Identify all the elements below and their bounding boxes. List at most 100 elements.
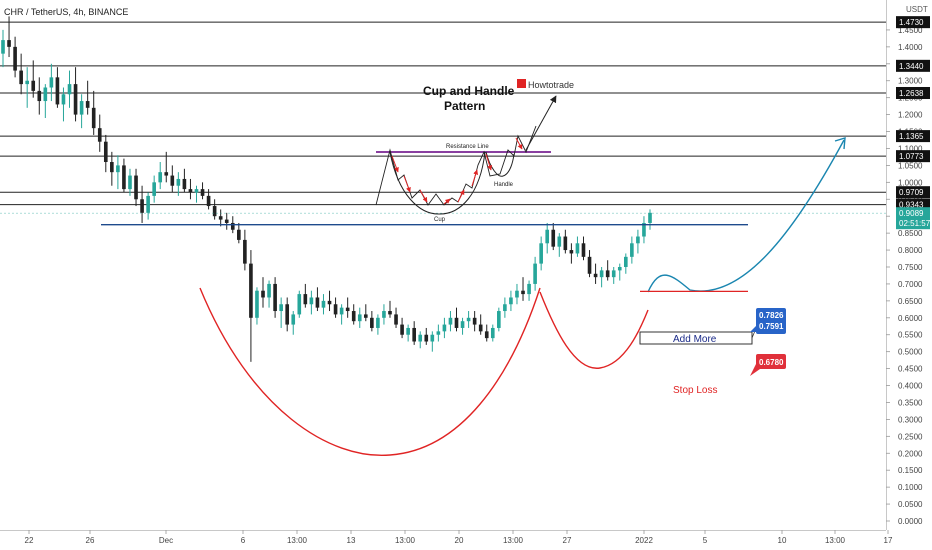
y-tick-label: 0.5000 xyxy=(898,348,923,357)
candle-body xyxy=(19,70,23,85)
candle-body xyxy=(442,324,447,332)
candle-body xyxy=(200,189,205,196)
candle-body xyxy=(533,263,537,284)
candlesticks xyxy=(1,16,652,362)
level-tag-label: 1.4730 xyxy=(899,18,924,27)
candle-body xyxy=(194,189,199,193)
pattern-title-line2: Pattern xyxy=(444,99,485,113)
candle-body xyxy=(140,199,144,213)
candle-body xyxy=(460,321,465,328)
horizontal-levels[interactable] xyxy=(0,21,886,206)
symbol-title[interactable]: CHR / TetherUS, 4h, BINANCE xyxy=(4,7,128,17)
candle-body xyxy=(261,290,265,298)
candle-body xyxy=(648,212,652,223)
x-tick-label: 17 xyxy=(884,536,893,545)
candle-body xyxy=(91,107,96,129)
candle-body xyxy=(406,327,410,335)
current-price-value: 0.9089 xyxy=(899,209,924,218)
illustration-red-arrows xyxy=(391,137,523,205)
resistance-label: Resistance Line xyxy=(446,144,489,150)
candle-body xyxy=(490,327,495,339)
cup-curve[interactable] xyxy=(199,287,541,457)
y-tick-label: 1.4000 xyxy=(898,43,923,52)
candle-body xyxy=(158,172,163,183)
candle-body xyxy=(515,290,519,298)
candle-body xyxy=(37,90,42,102)
level-tag-bg xyxy=(896,59,930,72)
illustration-breakout-arrow xyxy=(525,95,557,151)
candle-body xyxy=(376,317,380,328)
candle-body xyxy=(599,270,604,278)
level-tag-label: 1.0773 xyxy=(899,152,924,161)
x-tick-label: 20 xyxy=(455,536,464,545)
candle-body xyxy=(503,304,507,312)
candle-body xyxy=(611,270,616,278)
candle-body xyxy=(315,297,320,308)
entry-badge-tail xyxy=(750,326,758,332)
x-tick-label: 2022 xyxy=(635,536,653,545)
level-tag-label: 0.9709 xyxy=(899,188,924,197)
y-tick-label: 0.7000 xyxy=(898,280,923,289)
illustration-handle xyxy=(485,151,515,177)
level-tag-label: 0.9343 xyxy=(899,201,924,210)
candle-body xyxy=(497,311,501,328)
candle-body xyxy=(116,165,120,173)
stop-badge xyxy=(756,354,786,369)
candle-body xyxy=(85,101,90,108)
projection-arrow[interactable] xyxy=(647,139,845,293)
y-tick-label: 0.0500 xyxy=(898,500,923,509)
candle-body xyxy=(218,216,223,220)
candle-body xyxy=(273,283,277,312)
candle-body xyxy=(472,317,477,325)
candle-body xyxy=(345,307,350,312)
candle-body xyxy=(31,80,36,91)
candle-body xyxy=(339,307,344,315)
candle-body xyxy=(509,297,513,305)
x-tick-label: 13 xyxy=(347,536,356,545)
candle-body xyxy=(363,314,368,318)
stop-badge-tail xyxy=(750,364,760,376)
candle-body xyxy=(13,46,17,71)
level-tag-bg xyxy=(896,186,930,199)
candle-body xyxy=(122,165,126,190)
candle-body xyxy=(146,195,150,213)
candle-body xyxy=(448,317,453,325)
candle-body xyxy=(67,84,72,95)
candle-body xyxy=(357,314,362,322)
watermark-text: Howtotrade xyxy=(528,80,574,90)
y-tick-label: 1.0500 xyxy=(898,161,923,170)
entry-badge xyxy=(756,308,786,334)
handle-curve[interactable] xyxy=(539,291,649,369)
plot-area[interactable] xyxy=(0,0,886,530)
candle-body xyxy=(134,175,138,200)
level-tag-bg xyxy=(896,150,930,163)
y-tick-label: 1.2000 xyxy=(898,111,923,120)
y-tick-label: 1.0000 xyxy=(898,178,923,187)
candle-countdown: 02:51:57 xyxy=(899,219,931,228)
y-tick-label: 0.7500 xyxy=(898,263,923,272)
stop-price: 0.6780 xyxy=(759,358,784,367)
candle-body xyxy=(466,317,471,322)
x-tick-label: Dec xyxy=(159,536,173,545)
candle-body xyxy=(412,327,416,342)
candle-body xyxy=(370,317,374,328)
candle-body xyxy=(267,283,271,298)
candle-body xyxy=(521,290,525,295)
candle-body xyxy=(484,331,489,339)
candle-body xyxy=(394,314,398,325)
candle-body xyxy=(79,101,84,115)
candle-body xyxy=(152,182,156,196)
candle-body xyxy=(212,206,217,217)
y-tick-label: 1.3000 xyxy=(898,77,923,86)
candle-body xyxy=(388,311,392,315)
y-tick-label: 0.1000 xyxy=(898,483,923,492)
candle-body xyxy=(569,250,574,254)
y-tick-label: 0.3500 xyxy=(898,398,923,407)
level-tag-label: 1.3440 xyxy=(899,62,924,71)
illustration-cup xyxy=(389,151,486,215)
candle-body xyxy=(73,84,78,115)
candle-body xyxy=(61,94,66,105)
x-tick-label: 27 xyxy=(563,536,572,545)
candle-body xyxy=(164,172,169,176)
